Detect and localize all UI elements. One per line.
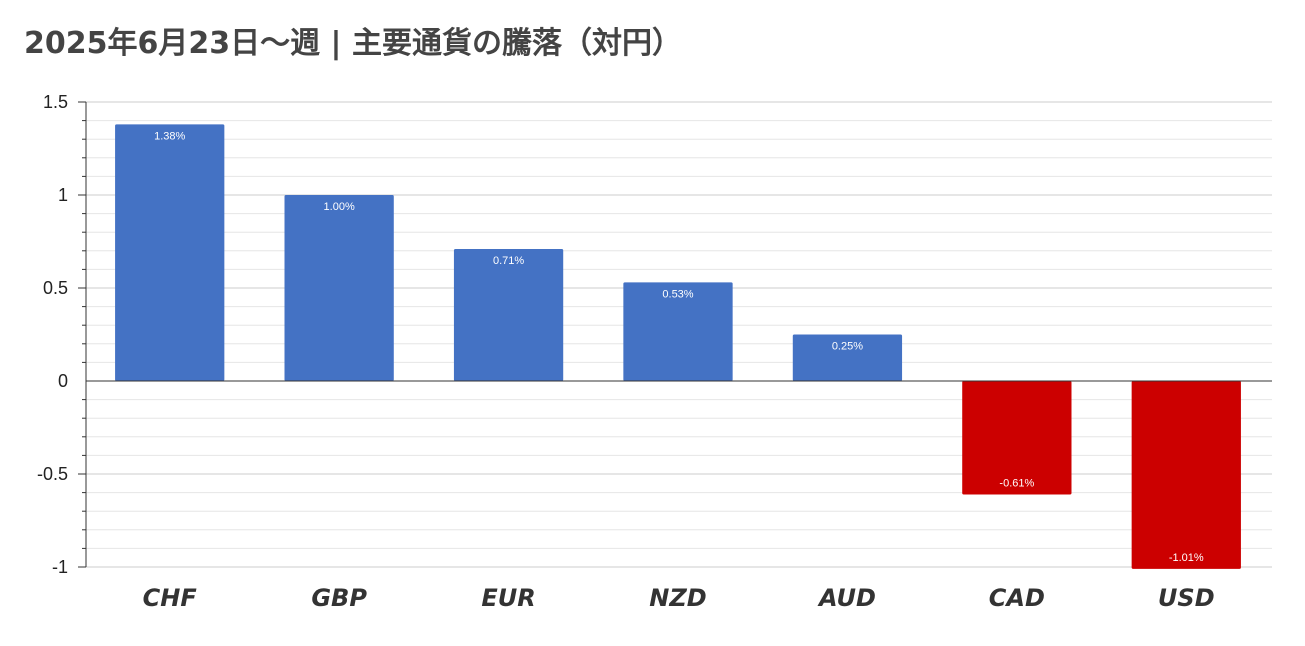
y-tick-label: 1 [58, 185, 68, 205]
bar-eur [453, 248, 564, 381]
data-label: 0.53% [662, 288, 693, 300]
y-tick-label: 0.5 [43, 278, 68, 298]
chart-title: 2025年6月23日～週 | 主要通貨の騰落（対円） [24, 26, 682, 61]
y-tick-label: -0.5 [37, 464, 68, 484]
x-category-label: CHF [143, 584, 198, 612]
data-label: 0.71% [493, 255, 524, 267]
data-label: 0.25% [832, 341, 863, 353]
y-tick-label: 0 [58, 371, 68, 391]
x-category-label: CAD [989, 584, 1045, 612]
x-category-label: NZD [649, 584, 706, 612]
bar-chf [115, 124, 225, 381]
data-label: -1.01% [1169, 552, 1204, 564]
bar-nzd [623, 282, 733, 381]
x-category-label: GBP [311, 584, 367, 612]
bar-usd [1131, 381, 1241, 569]
y-tick-label: -1 [52, 557, 68, 577]
x-category-label: EUR [481, 584, 535, 612]
data-label: 1.00% [324, 201, 355, 213]
data-label: -0.61% [999, 477, 1034, 489]
data-label: 1.38% [154, 130, 185, 142]
bar-aud [792, 334, 903, 381]
bar-gbp [284, 195, 394, 381]
x-category-label: AUD [817, 584, 876, 612]
y-tick-label: 1.5 [43, 92, 68, 112]
bar-cad [962, 381, 1072, 495]
x-category-label: USD [1158, 584, 1215, 612]
